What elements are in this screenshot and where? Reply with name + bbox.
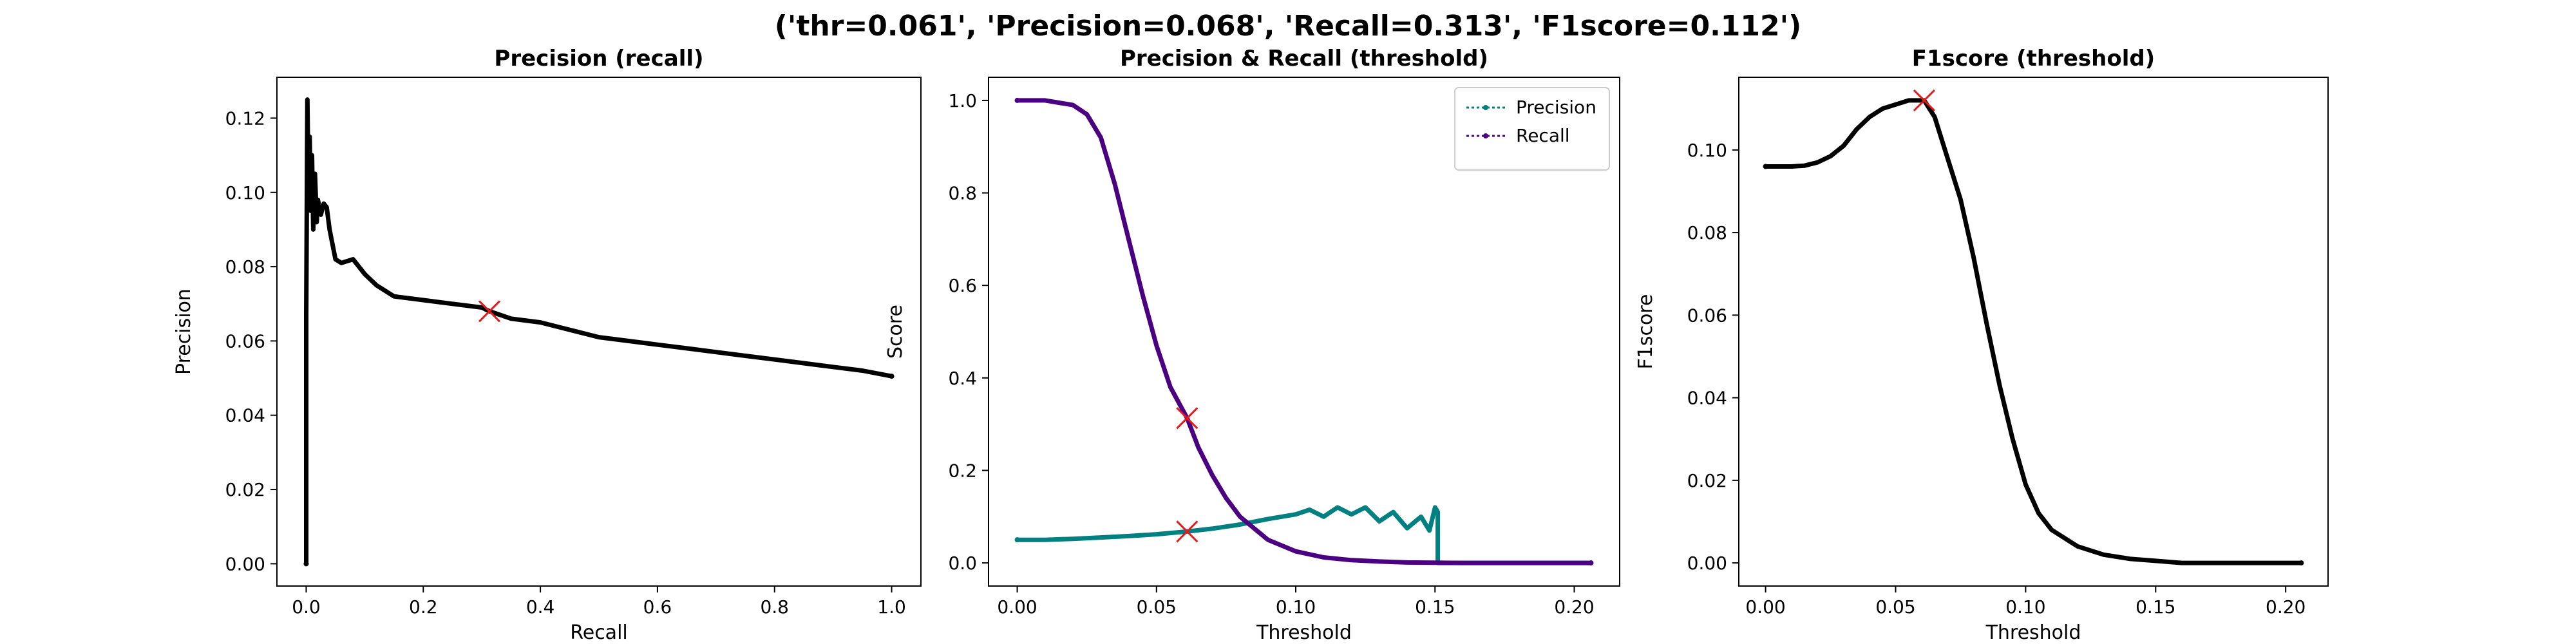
- data-point: [1763, 164, 1768, 169]
- y-tick-label: 0.00: [1687, 553, 1727, 574]
- highlight-marker: [1913, 89, 1935, 111]
- x-tick-label: 0.8: [760, 596, 789, 618]
- chart-title: Precision & Recall (threshold): [1120, 46, 1488, 71]
- y-tick-label: 0.0: [948, 553, 977, 574]
- marker-stroke: [478, 300, 501, 323]
- legend-swatch-dot: [1483, 133, 1488, 138]
- data-point: [889, 374, 895, 379]
- legend: Precision Recall: [1454, 87, 1610, 171]
- axes-frame: [1738, 77, 2329, 587]
- series-line: [1763, 98, 2304, 565]
- y-tick-label: 0.10: [225, 182, 265, 204]
- y-axis-label: Precision: [173, 289, 195, 375]
- legend-label: Precision: [1516, 97, 1596, 118]
- y-tick-label: 1.0: [948, 90, 977, 111]
- y-tick-label: 0.12: [225, 108, 265, 129]
- y-axis-label: Score: [884, 305, 907, 359]
- x-tick-label: 0.2: [409, 596, 438, 618]
- y-tick-label: 0.04: [225, 405, 265, 426]
- y-axis-label: F1score: [1634, 294, 1657, 370]
- y-tick-label: 0.02: [225, 479, 265, 500]
- x-tick-label: 1.0: [877, 596, 906, 618]
- x-axis-label: Recall: [570, 621, 628, 644]
- x-tick-label: 0.20: [1554, 596, 1594, 618]
- highlight-marker: [1176, 407, 1198, 430]
- x-tick-label: 0.05: [1875, 596, 1915, 618]
- x-tick-label: 0.4: [526, 596, 555, 618]
- data-point: [303, 561, 309, 567]
- marker-stroke: [1176, 407, 1198, 430]
- y-tick-label: 0.04: [1687, 388, 1727, 409]
- chart-1: Precision (recall) 0.0 0.2 0.4 0.6 0.8 1.0 0.00…: [173, 46, 922, 644]
- y-tick-label: 0.08: [1687, 222, 1727, 243]
- x-tick-label: 0.6: [643, 596, 672, 618]
- y-tick-label: 0.06: [225, 330, 265, 352]
- x-axis-label: Threshold: [1256, 621, 1352, 644]
- highlight-marker: [1176, 520, 1198, 543]
- x-tick-label: 0.10: [1276, 596, 1316, 618]
- y-tick-label: 0.4: [948, 368, 977, 389]
- y-tick-label: 0.8: [948, 183, 977, 204]
- y-tick-label: 0.06: [1687, 305, 1727, 326]
- series-line-recall: [1015, 98, 1593, 565]
- marker-stroke: [1913, 89, 1935, 111]
- legend-label: Recall: [1516, 125, 1570, 146]
- x-tick-label: 0.05: [1137, 596, 1177, 618]
- x-tick-label: 0.15: [1415, 596, 1455, 618]
- chart-3: F1score (threshold) 0.00 0.05 0.10 0.15 0.20 0…: [1634, 46, 2329, 644]
- legend-swatch-dot: [1483, 105, 1488, 110]
- data-point: [1014, 537, 1020, 543]
- y-tick-label: 0.00: [225, 553, 265, 574]
- marker-stroke: [1176, 520, 1198, 543]
- axes-frame: [276, 77, 922, 587]
- chart-title: Precision (recall): [494, 46, 703, 71]
- axes-frame: [988, 77, 1620, 587]
- y-tick-label: 0.2: [948, 460, 977, 481]
- y-tick-label: 0.08: [225, 256, 265, 278]
- data-point: [1588, 560, 1594, 566]
- chart-title: F1score (threshold): [1912, 46, 2155, 71]
- chart-2: Precision & Recall (threshold) 0.00 0.05 0.…: [884, 46, 1620, 644]
- x-axis-label: Threshold: [1985, 621, 2081, 644]
- y-tick-label: 0.02: [1687, 470, 1727, 491]
- x-tick-label: 0.0: [292, 596, 321, 618]
- series-line-precision: [1015, 505, 1593, 565]
- highlight-marker: [478, 300, 501, 323]
- x-tick-label: 0.10: [2005, 596, 2045, 618]
- x-tick-label: 0.15: [2136, 596, 2175, 618]
- data-point: [2298, 560, 2304, 566]
- x-tick-label: 0.00: [997, 596, 1037, 618]
- series-line: [304, 97, 894, 566]
- y-tick-label: 0.6: [948, 275, 977, 296]
- figure-suptitle: ('thr=0.061', 'Precision=0.068', 'Recall…: [775, 10, 1801, 43]
- data-point: [1014, 97, 1020, 103]
- x-tick-label: 0.20: [2266, 596, 2306, 618]
- x-tick-label: 0.00: [1745, 596, 1785, 618]
- y-tick-label: 0.10: [1687, 140, 1727, 161]
- plots-container: Precision (recall)0.0 0.2 0.4 0.6 0.8 1.00.00…: [173, 46, 2329, 644]
